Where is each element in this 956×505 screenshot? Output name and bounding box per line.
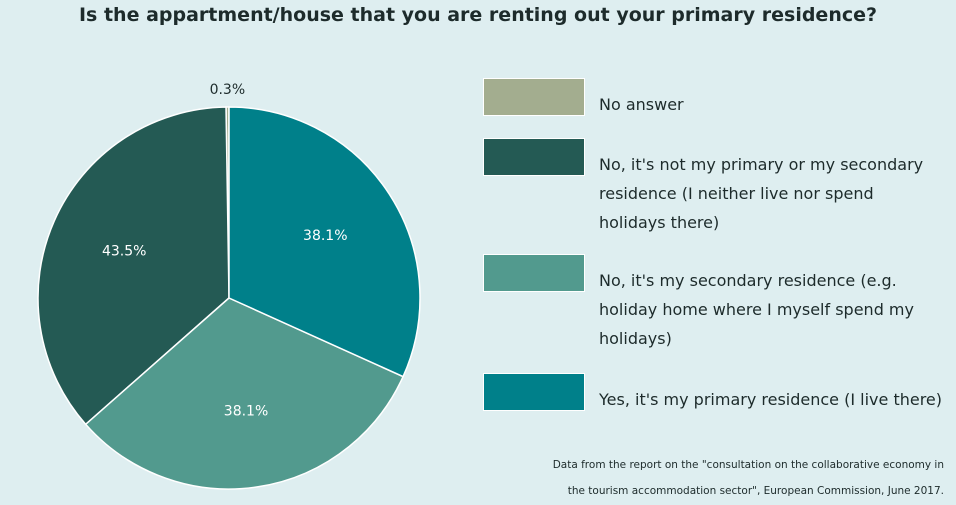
chart-title: Is the appartment/house that you are ren… bbox=[78, 4, 878, 26]
slice-label: 43.5% bbox=[102, 244, 146, 260]
legend-swatch bbox=[483, 254, 585, 292]
legend-swatch bbox=[483, 373, 585, 411]
legend-label: Yes, it's my primary residence (I live t… bbox=[599, 390, 943, 409]
pie-slice bbox=[228, 106, 421, 378]
legend-label: No answer bbox=[599, 95, 684, 114]
pie-slice bbox=[37, 106, 230, 426]
legend-swatch bbox=[483, 78, 585, 116]
pie-slice bbox=[84, 297, 405, 490]
slice-label: 38.1% bbox=[224, 403, 268, 419]
source-note: Data from the report on the "consultatio… bbox=[552, 459, 944, 497]
slice-label: 38.1% bbox=[303, 228, 347, 244]
legend-label: No, it's not my primary or my secondary … bbox=[599, 155, 924, 232]
slice-label: 0.3% bbox=[210, 82, 246, 98]
legend-label: No, it's my secondary residence (e.g. ho… bbox=[599, 271, 914, 348]
legend-swatch bbox=[483, 138, 585, 176]
